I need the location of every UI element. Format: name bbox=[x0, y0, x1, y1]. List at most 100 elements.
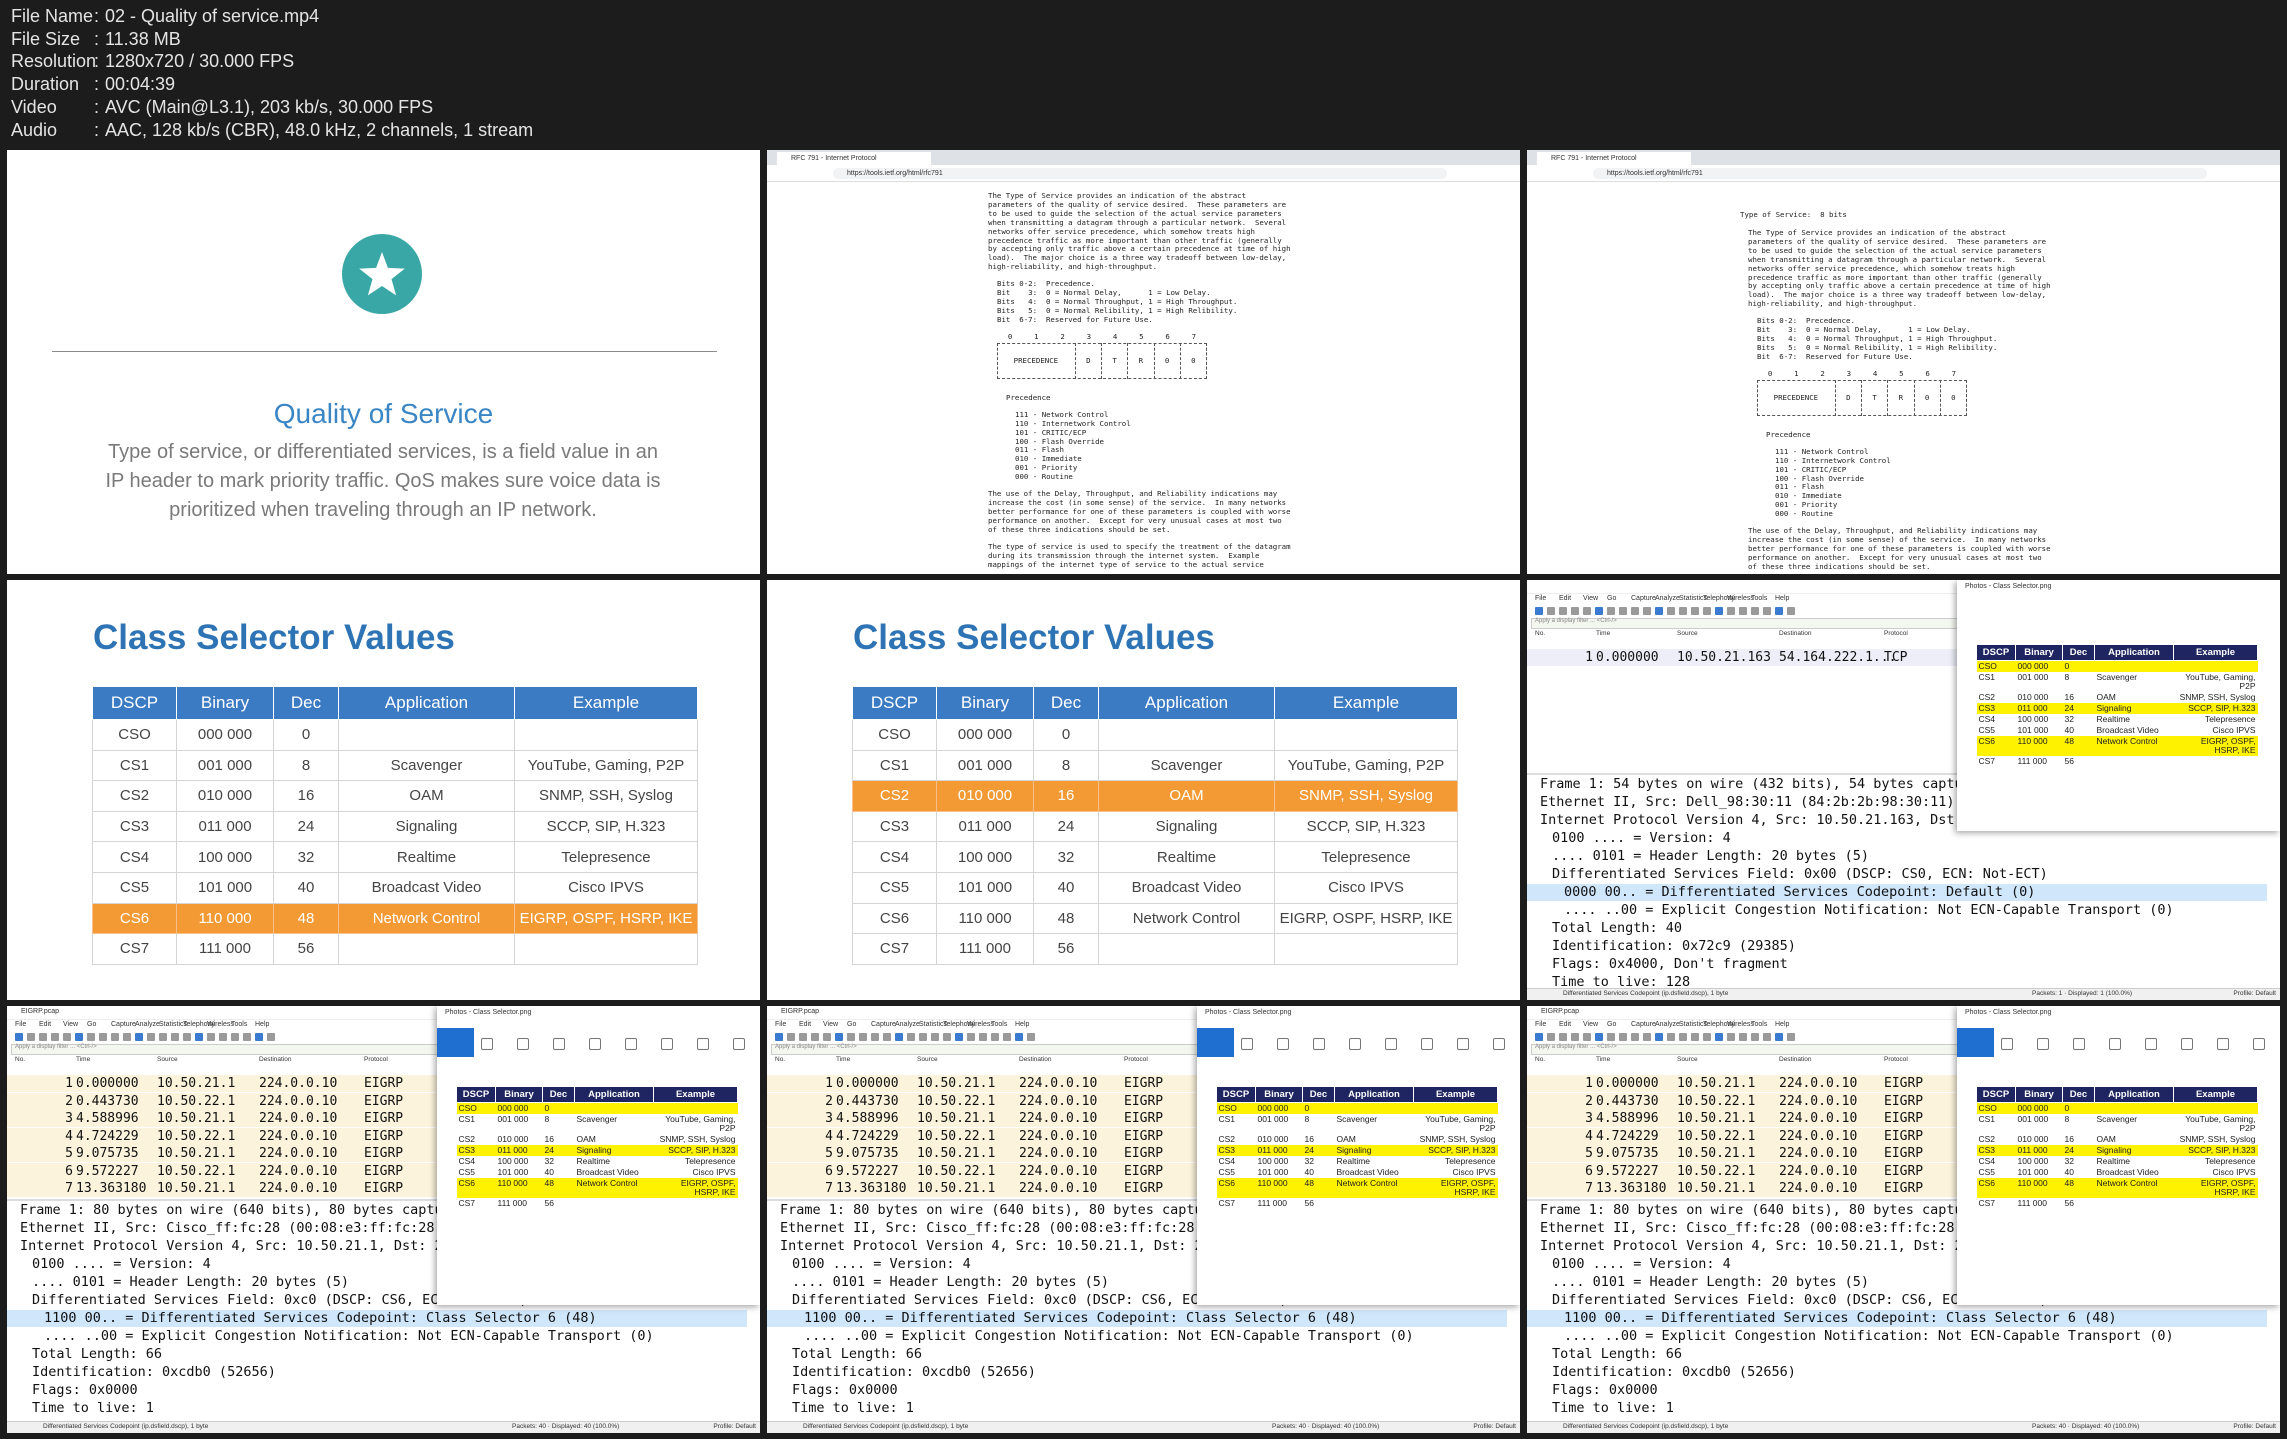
rfc-line: The use of the Delay, Throughput, and Re… bbox=[988, 489, 1278, 499]
toolbar-icon bbox=[1739, 607, 1747, 615]
table-cell: Signaling bbox=[338, 810, 515, 843]
table-cell: 101 000 bbox=[936, 871, 1034, 904]
menu-item: View bbox=[63, 1021, 79, 1028]
packet-cell: 10.50.22.1 bbox=[917, 1093, 996, 1109]
detail-selection bbox=[7, 1310, 747, 1327]
photo-row: CS2 010 000 16 OAM SNMP, SSH, Syslog bbox=[1977, 1134, 2258, 1145]
toolbar-icon bbox=[931, 1033, 939, 1041]
rfc-line: The use of the Delay, Throughput, and Re… bbox=[1748, 526, 2038, 536]
bit-field: R bbox=[1888, 379, 1915, 416]
toolbar-icon bbox=[27, 1033, 35, 1041]
menu-item: Wireless bbox=[1727, 1021, 1754, 1028]
toolbar-icon bbox=[1643, 1033, 1651, 1041]
packet-cell: 10.50.21.163 bbox=[1677, 650, 1771, 665]
packet-cell: 13.363180 bbox=[836, 1181, 907, 1196]
table-header-cell: Application bbox=[1098, 686, 1275, 720]
menu-item: Analyze bbox=[1655, 1021, 1680, 1028]
photo-row: CS4 100 000 32 Realtime Telepresence bbox=[457, 1156, 738, 1167]
table-cell: CSO bbox=[852, 719, 937, 751]
photo-cell: 16 bbox=[1304, 1134, 1314, 1144]
filter-text: Apply a display filter ... <Ctrl-/> bbox=[15, 1044, 97, 1050]
photo-cell: 010 000 bbox=[2017, 692, 2049, 702]
menu-item: Tools bbox=[1751, 1021, 1768, 1028]
photo-header-cell: Dec bbox=[2062, 644, 2095, 661]
table-cell: 56 bbox=[273, 933, 339, 965]
pane-divider bbox=[1527, 1199, 2280, 1201]
menu-item: Go bbox=[847, 1021, 857, 1028]
packet-cell: 224.0.0.10 bbox=[259, 1146, 338, 1161]
photo-row: CS2 010 000 16 OAM SNMP, SSH, Syslog bbox=[1217, 1134, 1498, 1145]
toolbar-icon bbox=[1027, 1033, 1035, 1041]
packet-cell: 4.724229 bbox=[836, 1128, 899, 1144]
video-frame: Class Selector Values DSCP Binary Dec Applic… bbox=[767, 580, 1520, 1000]
window-title: EIGRP.pcap bbox=[781, 1008, 820, 1015]
menu-item: Telephony bbox=[1703, 595, 1735, 602]
packet-cell: 224.0.0.10 bbox=[1779, 1146, 1858, 1161]
photos-tool bbox=[2253, 1038, 2265, 1050]
photo-cell: 100 000 bbox=[497, 1156, 529, 1166]
packet-cell: 10.50.21.1 bbox=[917, 1111, 996, 1126]
packet-cell: 5 bbox=[65, 1146, 73, 1161]
photo-class-table: DSCP Binary Dec Application Example CSO 000 00… bbox=[1976, 1086, 2258, 1209]
photo-cell: CS3 bbox=[1978, 703, 1996, 713]
packet-cell: EIGRP bbox=[1884, 1093, 1924, 1109]
photo-cell: Realtime bbox=[1336, 1156, 1371, 1166]
toolbar-icon bbox=[1763, 1033, 1771, 1041]
info-label: File Size bbox=[11, 28, 81, 49]
status-profile: Profile: Default bbox=[713, 1423, 756, 1430]
photo-cell: SNMP, SSH, Syslog bbox=[1419, 1134, 1496, 1144]
menu-item: Edit bbox=[39, 1021, 52, 1028]
packet-cell: 13.363180 bbox=[76, 1181, 147, 1196]
photos-tool bbox=[553, 1038, 565, 1050]
photos-tool bbox=[517, 1038, 529, 1050]
toolbar-icon bbox=[1619, 1033, 1627, 1041]
table-cell: 010 000 bbox=[176, 780, 274, 812]
filter-text: Apply a display filter ... <Ctrl-/> bbox=[1535, 1044, 1617, 1050]
photo-row: CS7 111 000 56 bbox=[1977, 1198, 2258, 1209]
bit-field: 0 bbox=[1915, 379, 1941, 416]
photos-tool bbox=[2037, 1038, 2049, 1050]
table-cell bbox=[338, 933, 515, 965]
packet-cell: 224.0.0.10 bbox=[1019, 1076, 1098, 1091]
toolbar-icon bbox=[967, 1033, 975, 1041]
packet-cell: EIGRP bbox=[1124, 1163, 1164, 1179]
rfc-line: mappings of the internet type of service… bbox=[988, 559, 1264, 569]
photo-row-highlighted: CS3 011 000 24 Signaling SCCP, SIP, H.323 bbox=[1976, 703, 2258, 714]
detail-line: Identification: 0xcdb0 (52656) bbox=[1552, 1364, 1796, 1380]
photo-header-cell: Example bbox=[2173, 1086, 2258, 1103]
table-cell bbox=[514, 933, 698, 965]
window-title: EIGRP.pcap bbox=[21, 1008, 60, 1015]
photo-header-cell: Example bbox=[1413, 1086, 1498, 1103]
packet-cell: 10.50.21.1 bbox=[1677, 1111, 1756, 1126]
photo-cell bbox=[1335, 1103, 1414, 1115]
packet-cell: 9.075735 bbox=[836, 1146, 899, 1161]
photo-header-cell: Application bbox=[574, 1086, 654, 1103]
packet-cell: 224.0.0.10 bbox=[1019, 1111, 1098, 1126]
photo-cell: Realtime bbox=[2096, 1156, 2131, 1166]
table-cell: 0 bbox=[273, 719, 339, 751]
photo-row: CS1 001 000 8 Scavenger YouTube, Gaming, P2P bbox=[1977, 672, 2258, 692]
info-value: 00:04:39 bbox=[105, 74, 176, 95]
table-header-cell: Example bbox=[514, 686, 698, 720]
toolbar-icon bbox=[955, 1033, 963, 1041]
bit-number: 0 bbox=[1767, 368, 1773, 378]
toolbar-icon bbox=[219, 1033, 227, 1041]
photo-cell: CS6 bbox=[1978, 1178, 1996, 1188]
detail-line: Total Length: 66 bbox=[32, 1346, 163, 1362]
packet-cell: 224.0.0.10 bbox=[1019, 1163, 1098, 1179]
photo-header-row: DSCP Binary Dec Application Example bbox=[1976, 644, 2258, 661]
photo-cell: Scavenger bbox=[2096, 672, 2138, 682]
toolbar-icon bbox=[1691, 607, 1699, 615]
packet-cell: 0.443730 bbox=[1596, 1093, 1659, 1109]
photo-cell: CSO bbox=[1978, 1103, 1997, 1113]
packet-cell: EIGRP bbox=[364, 1181, 404, 1196]
photos-tool bbox=[1421, 1038, 1433, 1050]
menu-item: Capture bbox=[111, 1021, 136, 1028]
table-cell bbox=[1274, 933, 1458, 965]
url: https://tools.ietf.org/html/rfc791 bbox=[1593, 168, 2207, 179]
detail-line: Frame 1: 80 bytes on wire (640 bits), 80… bbox=[20, 1202, 557, 1218]
filter-text: Apply a display filter ... <Ctrl-/> bbox=[775, 1044, 857, 1050]
photo-cell: 011 000 bbox=[2017, 703, 2048, 713]
bit-field: D bbox=[1836, 379, 1862, 416]
photo-cell: OAM bbox=[2096, 1134, 2116, 1144]
